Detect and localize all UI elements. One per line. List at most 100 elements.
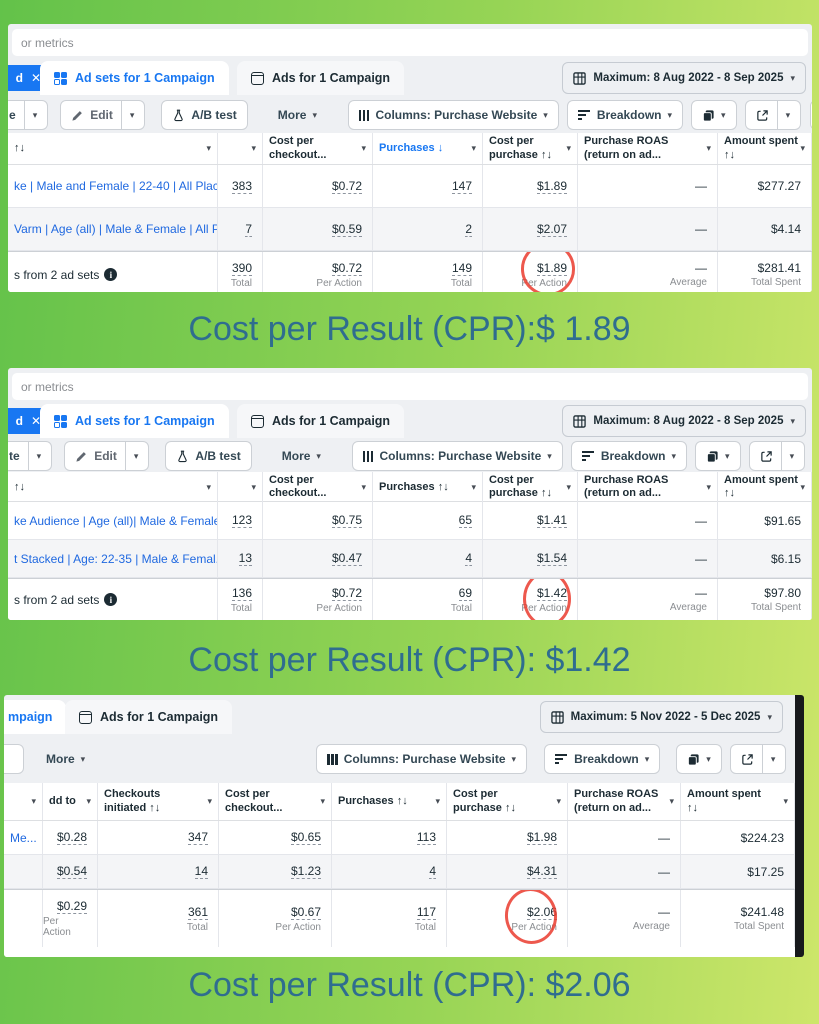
chevron-down-icon[interactable]: ▾ xyxy=(706,143,711,153)
column-header-purchases[interactable]: Purchases ↑↓ ▾ xyxy=(332,783,447,820)
chevron-down-icon[interactable]: ▾ xyxy=(800,143,805,153)
search-input[interactable]: or metrics xyxy=(12,29,808,56)
column-header-cost-per-checkout[interactable]: Cost per checkout... ▾ xyxy=(263,133,373,164)
tab-ad-sets-partial[interactable]: mpaign xyxy=(4,700,67,734)
export-button[interactable]: ▾ xyxy=(744,100,802,130)
column-header[interactable]: ▾ xyxy=(218,472,263,503)
chevron-down-icon[interactable]: ▾ xyxy=(206,481,211,492)
chevron-down-icon[interactable]: ▾ xyxy=(471,143,476,153)
ab-test-button[interactable]: A/B test xyxy=(161,100,248,130)
total-value: 361 xyxy=(187,904,208,920)
ad-set-name-link[interactable]: ke Audience | Age (all)| Male & Female .… xyxy=(8,502,218,539)
chevron-down-icon[interactable]: ▾ xyxy=(361,143,366,153)
column-header-roas[interactable]: Purchase ROAS (return on ad... ▾ xyxy=(568,783,681,820)
chevron-down-icon[interactable]: ▾ xyxy=(133,450,139,461)
column-header-name[interactable]: ↑↓ ▾ xyxy=(8,472,218,503)
metric-value: $0.54 xyxy=(56,864,87,879)
date-range-picker[interactable]: Maximum: 8 Aug 2022 - 8 Sep 2025 ▾ xyxy=(562,62,806,94)
table-row: ke | Male and Female | 22-40 | All Plac.… xyxy=(8,165,812,208)
export-button[interactable]: ▾ xyxy=(748,441,806,471)
chevron-down-icon[interactable]: ▾ xyxy=(783,796,788,806)
chevron-down-icon[interactable]: ▾ xyxy=(206,143,211,153)
column-header-amount-spent[interactable]: Amount spent ↑↓ ▾ xyxy=(718,472,812,503)
column-header-roas[interactable]: Purchase ROAS (return on ad... ▾ xyxy=(578,133,718,164)
chevron-down-icon[interactable]: ▾ xyxy=(471,481,476,492)
ab-test-button[interactable]: A/B test xyxy=(165,441,252,471)
ad-set-name-link[interactable]: Varm | Age (all) | Male & Female | All P… xyxy=(8,208,218,250)
column-header-amount-spent[interactable]: Amount spent ↑↓ ▾ xyxy=(681,783,795,820)
column-header[interactable]: ▾ xyxy=(4,783,43,820)
reports-button[interactable]: ▾ xyxy=(695,441,741,471)
breakdown-button[interactable]: Breakdown ▾ xyxy=(544,744,661,774)
column-header-cost-per-purchase[interactable]: Cost per purchase ↑↓ ▾ xyxy=(483,133,578,164)
caption-cpr-2: Cost per Result (CPR): $1.42 xyxy=(188,641,631,679)
chevron-down-icon[interactable]: ▾ xyxy=(320,796,325,806)
chevron-down-icon[interactable]: ▾ xyxy=(32,109,38,120)
chevron-down-icon[interactable]: ▾ xyxy=(207,796,212,806)
column-header-roas[interactable]: Purchase ROAS (return on ad... ▾ xyxy=(578,472,718,503)
chevron-down-icon[interactable]: ▾ xyxy=(669,796,674,806)
chevron-down-icon[interactable]: ▾ xyxy=(361,481,366,492)
column-header-cost-per-checkout[interactable]: Cost per checkout... ▾ xyxy=(263,472,373,503)
info-icon[interactable]: i xyxy=(104,268,118,281)
date-range-picker[interactable]: Maximum: 5 Nov 2022 - 5 Dec 2025 ▾ xyxy=(539,701,783,733)
reports-button[interactable]: ▾ xyxy=(676,744,722,774)
columns-button[interactable]: Columns: Purchase Website ▾ xyxy=(351,441,563,471)
columns-button[interactable]: Columns: Purchase Website ▾ xyxy=(316,744,528,774)
column-header-amount-spent[interactable]: Amount spent ↑↓ ▾ xyxy=(718,133,812,164)
chevron-down-icon[interactable]: ▾ xyxy=(251,481,256,492)
charts-button[interactable] xyxy=(810,100,812,130)
reports-button[interactable]: ▾ xyxy=(691,100,737,130)
more-button[interactable]: More ▾ xyxy=(272,441,331,471)
chevron-down-icon[interactable]: ▾ xyxy=(129,109,135,120)
column-header-cost-per-checkout[interactable]: Cost per checkout... ▾ xyxy=(219,783,332,820)
ad-set-name-link[interactable]: t Stacked | Age: 22-35 | Male & Femal... xyxy=(8,540,218,577)
chevron-down-icon[interactable]: ▾ xyxy=(566,143,571,153)
cut-button[interactable]: e ▾ xyxy=(8,100,49,130)
more-button[interactable]: More ▾ xyxy=(36,744,95,774)
breakdown-button[interactable]: Breakdown ▾ xyxy=(570,441,688,471)
date-range-picker[interactable]: Maximum: 8 Aug 2022 - 8 Sep 2025 ▾ xyxy=(562,405,806,437)
column-header-cost-per-purchase[interactable]: Cost per purchase ↑↓ ▾ xyxy=(483,472,578,503)
search-input[interactable]: or metrics xyxy=(12,373,808,400)
chevron-down-icon[interactable]: ▾ xyxy=(785,109,791,120)
chevron-down-icon[interactable]: ▾ xyxy=(31,796,36,806)
tab-ads[interactable]: Ads for 1 Campaign xyxy=(237,61,405,95)
column-header-name[interactable]: ↑↓ ▾ xyxy=(8,133,218,164)
chevron-down-icon[interactable]: ▾ xyxy=(435,796,440,806)
info-icon[interactable]: i xyxy=(104,593,118,606)
columns-button[interactable]: Columns: Purchase Website ▾ xyxy=(347,100,559,130)
chevron-down-icon[interactable]: ▾ xyxy=(251,143,256,153)
chevron-down-icon[interactable]: ▾ xyxy=(566,481,571,492)
tab-ads[interactable]: Ads for 1 Campaign xyxy=(65,700,233,734)
ad-set-name-link[interactable]: ke | Male and Female | 22-40 | All Plac.… xyxy=(8,165,218,207)
column-header-purchases[interactable]: Purchases ↓ ▾ xyxy=(373,133,483,164)
column-header-cost-per-purchase[interactable]: Cost per purchase ↑↓ ▾ xyxy=(447,783,568,820)
chevron-down-icon[interactable]: ▾ xyxy=(706,481,711,492)
edit-button[interactable]: Edit ▾ xyxy=(64,441,150,471)
column-header[interactable]: ▾ xyxy=(218,133,263,164)
column-header-purchases[interactable]: Purchases ↑↓ ▾ xyxy=(373,472,483,503)
chevron-down-icon[interactable]: ▾ xyxy=(556,796,561,806)
tab-ad-sets[interactable]: Ad sets for 1 Campaign xyxy=(40,404,229,438)
close-icon[interactable]: ✕ xyxy=(30,71,41,85)
tab-ad-sets[interactable]: Ad sets for 1 Campaign xyxy=(40,61,229,95)
cut-button-fragment[interactable] xyxy=(4,744,24,774)
ad-set-name-link[interactable]: Me... xyxy=(4,821,43,854)
chevron-down-icon[interactable]: ▾ xyxy=(36,450,42,461)
column-header-checkouts-initiated[interactable]: Checkouts initiated ↑↓ ▾ xyxy=(98,783,219,820)
tab-ads[interactable]: Ads for 1 Campaign xyxy=(237,404,405,438)
chevron-down-icon[interactable]: ▾ xyxy=(86,796,91,806)
ad-set-name-link[interactable] xyxy=(4,855,43,888)
edit-button[interactable]: Edit ▾ xyxy=(60,100,146,130)
more-button[interactable]: More ▾ xyxy=(268,100,327,130)
charts-button[interactable] xyxy=(795,744,804,774)
chevron-down-icon[interactable]: ▾ xyxy=(800,481,805,492)
column-header-add-to[interactable]: dd to ▾ xyxy=(43,783,98,820)
chevron-down-icon[interactable]: ▾ xyxy=(789,450,795,461)
breakdown-button[interactable]: Breakdown ▾ xyxy=(566,100,684,130)
chevron-down-icon[interactable]: ▾ xyxy=(770,753,776,764)
export-button[interactable]: ▾ xyxy=(729,744,787,774)
cut-button[interactable]: te ▾ xyxy=(8,441,53,471)
close-icon[interactable]: ✕ xyxy=(30,414,41,428)
